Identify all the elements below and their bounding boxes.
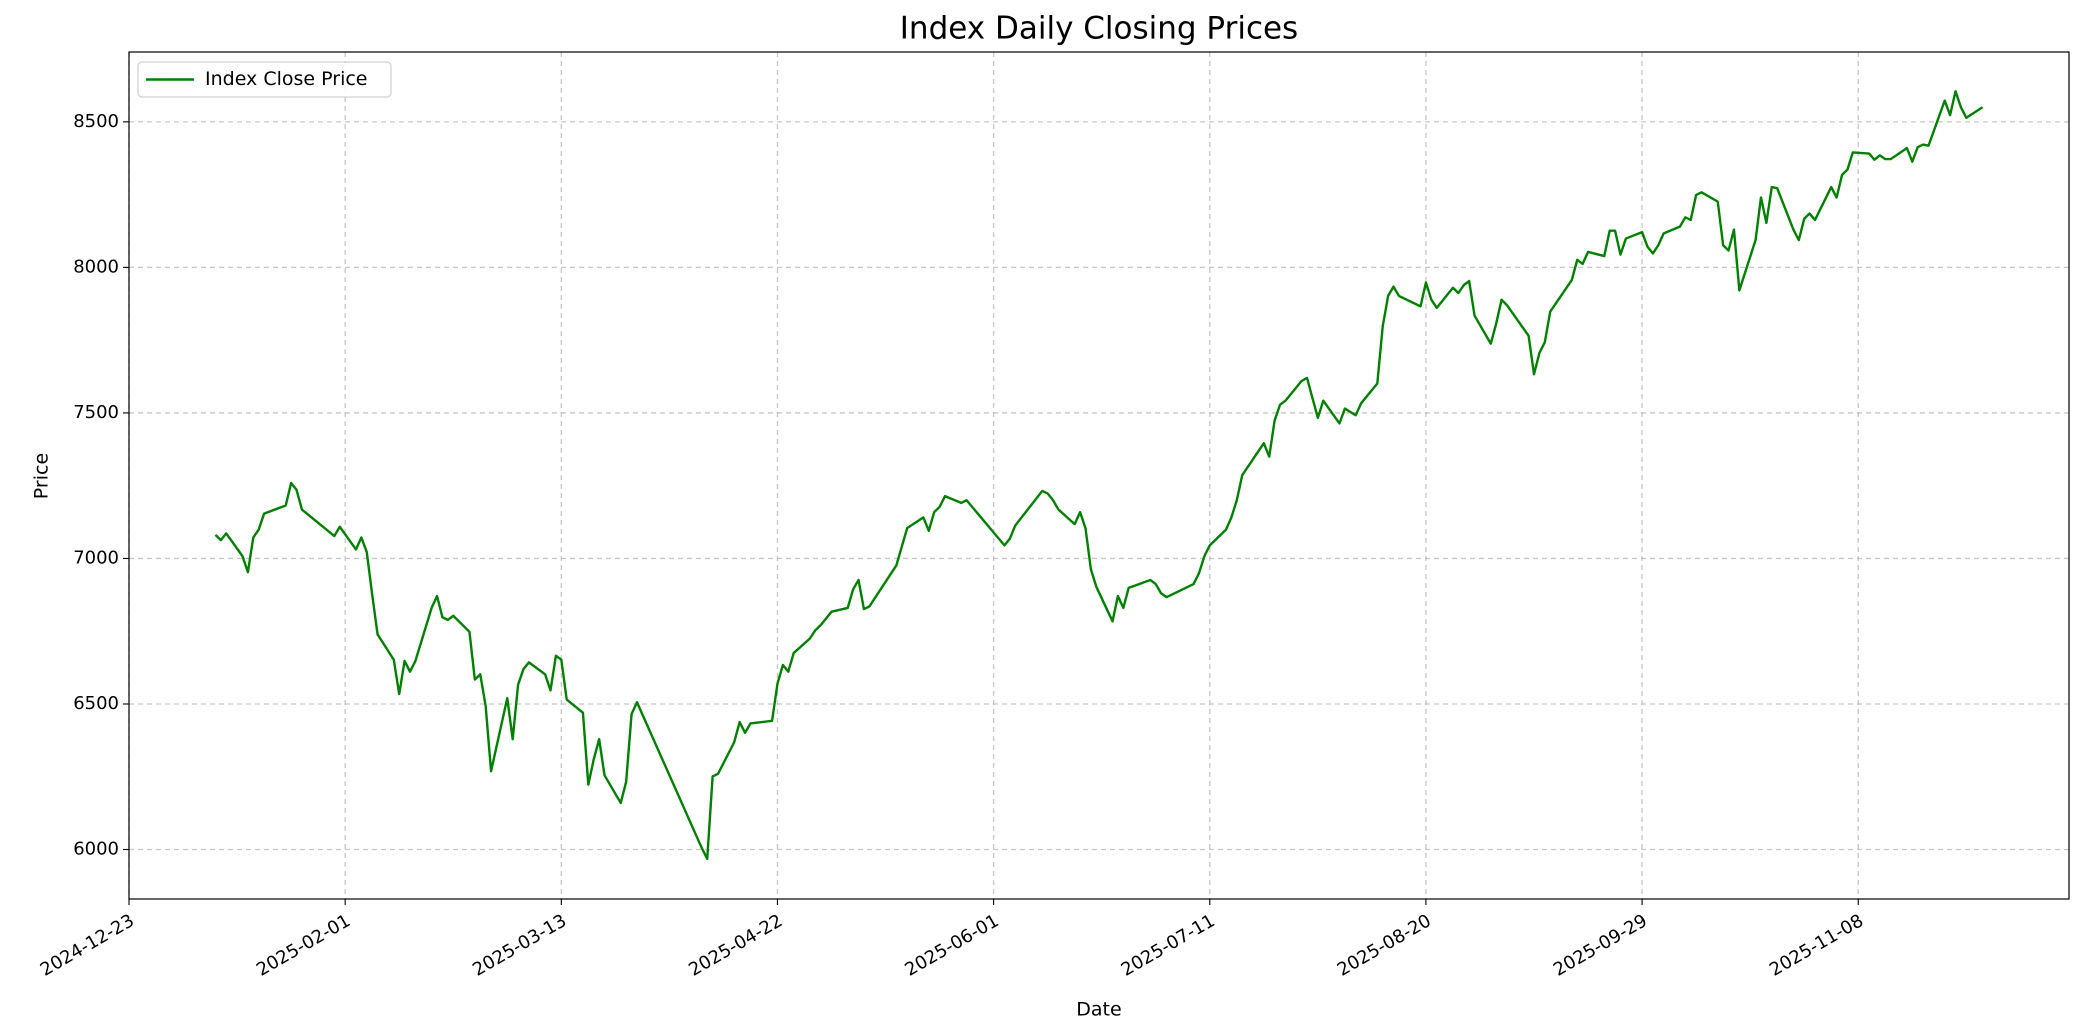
chart-title: Index Daily Closing Prices <box>900 11 1298 47</box>
y-axis-label: Price <box>31 453 53 499</box>
legend-box <box>137 61 392 98</box>
y-tick-label: 7000 <box>73 547 119 568</box>
y-tick-label: 7500 <box>73 402 119 423</box>
y-tick-label: 8500 <box>73 111 119 132</box>
plot-frame <box>128 51 2070 900</box>
legend: Index Close Price <box>137 61 392 98</box>
y-tick-label: 8000 <box>73 256 119 277</box>
data-line <box>214 90 1984 861</box>
y-tick-label: 6500 <box>73 693 119 714</box>
x-axis-label: Date <box>1076 999 1121 1021</box>
legend-label: Index Close Price <box>205 68 368 90</box>
y-tick-label: 6000 <box>73 839 119 860</box>
